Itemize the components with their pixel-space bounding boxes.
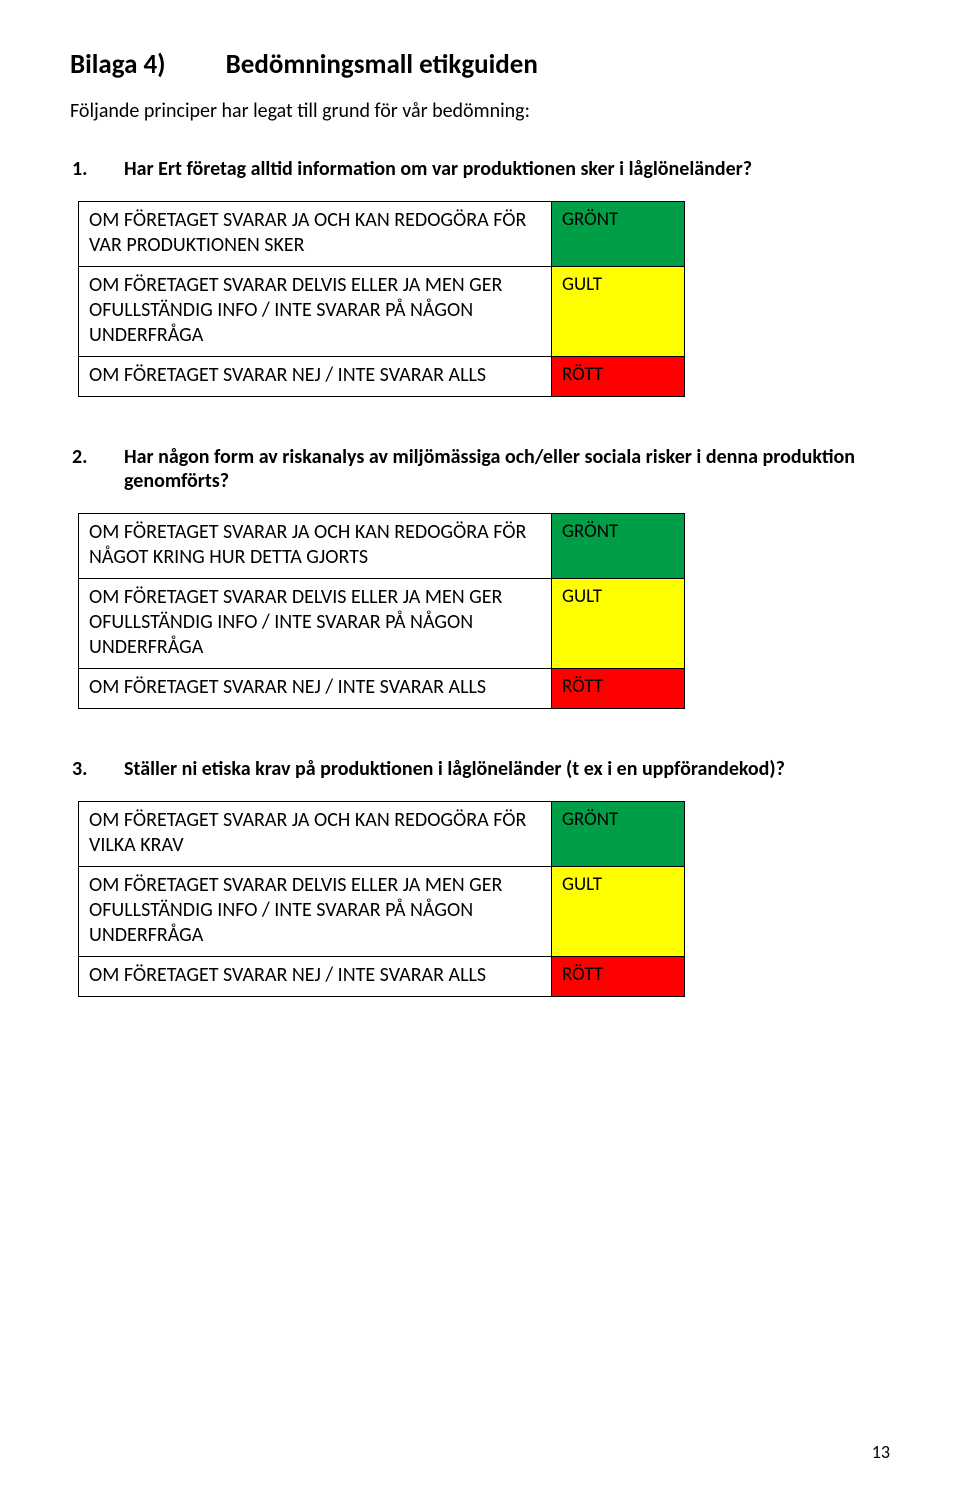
- question-2: 2.Har någon form av riskanalys av miljöm…: [70, 445, 890, 493]
- rubric-table-3: OM FÖRETAGET SVARAR JA OCH KAN REDOGÖRA …: [78, 801, 685, 997]
- page-number: 13: [872, 1441, 890, 1463]
- question-2-num: 2.: [98, 445, 124, 469]
- question-3-text: Ställer ni etiska krav på produktionen i…: [124, 757, 785, 781]
- question-3-num: 3.: [98, 757, 124, 781]
- heading-left: Bilaga 4): [70, 48, 166, 81]
- rubric-desc: OM FÖRETAGET SVARAR DELVIS ELLER JA MEN …: [79, 867, 552, 957]
- rubric-status-red: RÖTT: [552, 357, 685, 397]
- rubric-status-red: RÖTT: [552, 957, 685, 997]
- question-1: 1.Har Ert företag alltid information om …: [70, 157, 890, 181]
- rubric-table-2: OM FÖRETAGET SVARAR JA OCH KAN REDOGÖRA …: [78, 513, 685, 709]
- rubric-status-red: RÖTT: [552, 669, 685, 709]
- document-page: Bilaga 4) Bedömningsmall etikguiden Följ…: [0, 0, 960, 1491]
- rubric-table-1: OM FÖRETAGET SVARAR JA OCH KAN REDOGÖRA …: [78, 201, 685, 397]
- table-row: OM FÖRETAGET SVARAR DELVIS ELLER JA MEN …: [79, 267, 685, 357]
- question-1-text: Har Ert företag alltid information om va…: [124, 157, 752, 181]
- rubric-desc: OM FÖRETAGET SVARAR NEJ / INTE SVARAR AL…: [79, 669, 552, 709]
- rubric-desc: OM FÖRETAGET SVARAR JA OCH KAN REDOGÖRA …: [79, 802, 552, 867]
- rubric-desc: OM FÖRETAGET SVARAR DELVIS ELLER JA MEN …: [79, 579, 552, 669]
- rubric-status-green: GRÖNT: [552, 514, 685, 579]
- rubric-status-yellow: GULT: [552, 267, 685, 357]
- table-row: OM FÖRETAGET SVARAR JA OCH KAN REDOGÖRA …: [79, 802, 685, 867]
- rubric-status-yellow: GULT: [552, 579, 685, 669]
- table-row: OM FÖRETAGET SVARAR JA OCH KAN REDOGÖRA …: [79, 202, 685, 267]
- rubric-desc: OM FÖRETAGET SVARAR JA OCH KAN REDOGÖRA …: [79, 514, 552, 579]
- rubric-desc: OM FÖRETAGET SVARAR NEJ / INTE SVARAR AL…: [79, 357, 552, 397]
- question-2-text: Har någon form av riskanalys av miljömäs…: [124, 445, 855, 493]
- rubric-desc: OM FÖRETAGET SVARAR NEJ / INTE SVARAR AL…: [79, 957, 552, 997]
- table-row: OM FÖRETAGET SVARAR NEJ / INTE SVARAR AL…: [79, 669, 685, 709]
- rubric-desc: OM FÖRETAGET SVARAR JA OCH KAN REDOGÖRA …: [79, 202, 552, 267]
- table-row: OM FÖRETAGET SVARAR NEJ / INTE SVARAR AL…: [79, 357, 685, 397]
- rubric-status-yellow: GULT: [552, 867, 685, 957]
- page-heading: Bilaga 4) Bedömningsmall etikguiden: [70, 48, 890, 81]
- rubric-status-green: GRÖNT: [552, 802, 685, 867]
- table-row: OM FÖRETAGET SVARAR DELVIS ELLER JA MEN …: [79, 579, 685, 669]
- subtitle: Följande principer har legat till grund …: [70, 99, 890, 123]
- question-1-num: 1.: [98, 157, 124, 181]
- table-row: OM FÖRETAGET SVARAR JA OCH KAN REDOGÖRA …: [79, 514, 685, 579]
- heading-right: Bedömningsmall etikguiden: [226, 48, 538, 81]
- table-row: OM FÖRETAGET SVARAR NEJ / INTE SVARAR AL…: [79, 957, 685, 997]
- table-row: OM FÖRETAGET SVARAR DELVIS ELLER JA MEN …: [79, 867, 685, 957]
- question-3: 3.Ställer ni etiska krav på produktionen…: [70, 757, 890, 781]
- rubric-desc: OM FÖRETAGET SVARAR DELVIS ELLER JA MEN …: [79, 267, 552, 357]
- rubric-status-green: GRÖNT: [552, 202, 685, 267]
